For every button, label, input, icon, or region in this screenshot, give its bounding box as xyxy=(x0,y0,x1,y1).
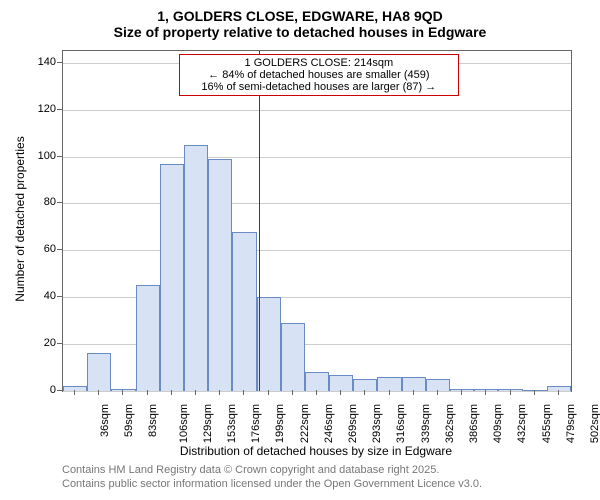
x-tick-label: 199sqm xyxy=(275,404,287,443)
histogram-bar xyxy=(305,372,329,391)
histogram-bar xyxy=(402,377,426,391)
chart-address-title: 1, GOLDERS CLOSE, EDGWARE, HA8 9QD xyxy=(0,0,600,24)
y-tick-label: 20 xyxy=(30,337,56,349)
y-tick-label: 60 xyxy=(30,243,56,255)
y-tick-label: 0 xyxy=(30,384,56,396)
histogram-bar xyxy=(498,389,522,391)
x-tick-label: 479sqm xyxy=(565,404,577,443)
annotation-line1: 1 GOLDERS CLOSE: 214sqm xyxy=(185,57,453,69)
annotation-box: 1 GOLDERS CLOSE: 214sqm← 84% of detached… xyxy=(179,54,459,96)
annotation-line3: 16% of semi-detached houses are larger (… xyxy=(185,81,453,93)
histogram-bar xyxy=(426,379,450,391)
x-tick-label: 269sqm xyxy=(347,404,359,443)
x-tick-label: 176sqm xyxy=(250,404,262,443)
x-tick-label: 106sqm xyxy=(178,404,190,443)
histogram-bar xyxy=(208,159,232,391)
y-tick-label: 40 xyxy=(30,290,56,302)
histogram-bar xyxy=(377,377,401,391)
grid-line xyxy=(63,203,571,204)
x-tick-label: 246sqm xyxy=(323,404,335,443)
grid-line xyxy=(63,391,571,392)
histogram-bar xyxy=(474,389,498,391)
x-tick-label: 316sqm xyxy=(396,404,408,443)
x-tick-label: 293sqm xyxy=(371,404,383,443)
histogram-bar xyxy=(329,375,353,391)
x-tick-label: 386sqm xyxy=(468,404,480,443)
x-tick-label: 36sqm xyxy=(99,404,111,437)
x-tick-label: 339sqm xyxy=(420,404,432,443)
histogram-bar xyxy=(111,389,135,391)
x-tick-label: 153sqm xyxy=(226,404,238,443)
x-tick-label: 59sqm xyxy=(123,404,135,437)
x-tick-label: 455sqm xyxy=(541,404,553,443)
x-tick-label: 362sqm xyxy=(444,404,456,443)
annotation-line2: ← 84% of detached houses are smaller (45… xyxy=(185,69,453,81)
x-tick-label: 222sqm xyxy=(299,404,311,443)
x-tick-label: 432sqm xyxy=(516,404,528,443)
y-axis-label: Number of detached properties xyxy=(13,129,27,309)
footer-attribution-2: Contains public sector information licen… xyxy=(62,478,482,490)
y-tick-label: 80 xyxy=(30,196,56,208)
histogram-bar xyxy=(353,379,377,391)
y-tick-label: 100 xyxy=(30,150,56,162)
histogram-bar xyxy=(160,164,184,391)
x-tick-label: 502sqm xyxy=(589,404,600,443)
property-marker-line xyxy=(259,51,261,391)
x-axis-label: Distribution of detached houses by size … xyxy=(62,444,570,458)
y-tick-label: 120 xyxy=(30,103,56,115)
histogram-bar xyxy=(184,145,208,391)
histogram-bar xyxy=(523,390,547,391)
grid-line xyxy=(63,250,571,251)
chart-subtitle: Size of property relative to detached ho… xyxy=(0,24,600,44)
histogram-bar xyxy=(450,389,474,391)
x-tick-label: 83sqm xyxy=(148,404,160,437)
x-tick-label: 129sqm xyxy=(202,404,214,443)
histogram-bar xyxy=(547,386,571,391)
y-tick-label: 140 xyxy=(30,56,56,68)
histogram-bar xyxy=(281,323,305,391)
histogram-bar xyxy=(136,285,160,391)
histogram-bar xyxy=(232,232,256,391)
histogram-bar xyxy=(63,386,87,391)
grid-line xyxy=(63,157,571,158)
chart-plot-area xyxy=(62,50,572,392)
footer-attribution-1: Contains HM Land Registry data © Crown c… xyxy=(62,464,439,476)
grid-line xyxy=(63,110,571,111)
histogram-bar xyxy=(87,353,111,391)
x-tick-label: 409sqm xyxy=(492,404,504,443)
